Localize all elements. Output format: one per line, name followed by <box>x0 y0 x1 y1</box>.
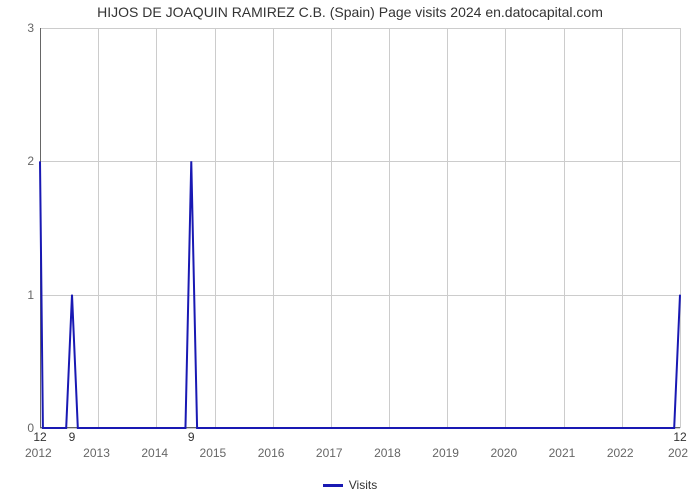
ytick-label: 2 <box>27 154 34 168</box>
chart-container: HIJOS DE JOAQUIN RAMIREZ C.B. (Spain) Pa… <box>0 0 700 500</box>
series-line <box>40 28 680 428</box>
xtick-label: 202 <box>668 446 688 460</box>
xtick-label: 2018 <box>374 446 401 460</box>
legend: Visits <box>0 478 700 492</box>
legend-swatch <box>323 484 343 487</box>
plot-area <box>40 28 680 428</box>
xtick-label: 2017 <box>316 446 343 460</box>
value-label: 9 <box>62 430 82 444</box>
chart-title: HIJOS DE JOAQUIN RAMIREZ C.B. (Spain) Pa… <box>0 4 700 20</box>
xtick-label: 2012 <box>25 446 52 460</box>
legend-label: Visits <box>349 478 377 492</box>
xtick-label: 2022 <box>607 446 634 460</box>
xtick-label: 2015 <box>200 446 227 460</box>
ytick-label: 3 <box>27 21 34 35</box>
ytick-label: 1 <box>27 288 34 302</box>
value-label: 12 <box>30 430 50 444</box>
xtick-label: 2014 <box>141 446 168 460</box>
gridline-v <box>680 28 681 428</box>
xtick-label: 2016 <box>258 446 285 460</box>
xtick-label: 2020 <box>490 446 517 460</box>
value-label: 12 <box>670 430 690 444</box>
xtick-label: 2013 <box>83 446 110 460</box>
value-label: 9 <box>181 430 201 444</box>
xtick-label: 2021 <box>549 446 576 460</box>
xtick-label: 2019 <box>432 446 459 460</box>
